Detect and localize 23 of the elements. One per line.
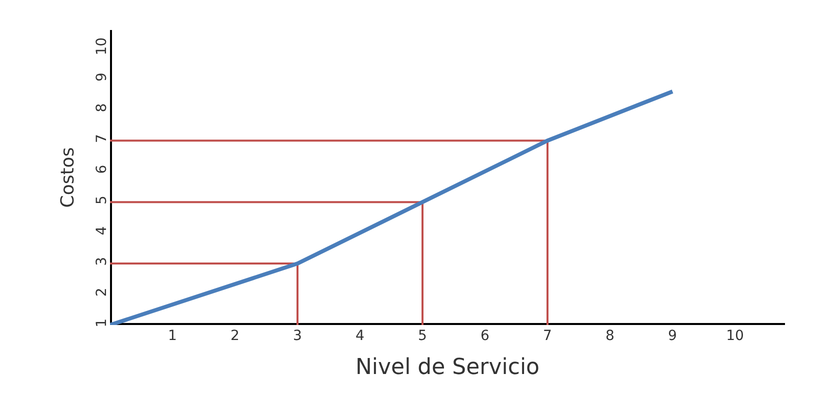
- y-tick-label: 10: [94, 37, 110, 56]
- y-tick-label: 7: [94, 134, 110, 143]
- x-tick-label: 1: [168, 328, 177, 344]
- x-tick-label: 8: [606, 328, 614, 344]
- line-series: [110, 89, 674, 325]
- x-tick-label: 3: [293, 328, 302, 344]
- x-axis-title: Nivel de Servicio: [355, 354, 540, 380]
- x-tick-label: 10: [726, 328, 744, 344]
- y-tick-label: 5: [94, 196, 110, 204]
- y-tick-label: 8: [94, 103, 110, 112]
- x-tick-label: 6: [480, 328, 490, 344]
- y-tick-label: 1: [94, 318, 110, 328]
- y-tick-label: 4: [94, 226, 110, 236]
- x-tick-label: 4: [356, 328, 365, 344]
- x-tick-label: 2: [230, 328, 240, 344]
- y-tick-label: 3: [94, 256, 110, 266]
- x-tick-label: 5: [418, 328, 427, 344]
- x-tick-label: 7: [543, 328, 552, 344]
- y-tick-label: 6: [94, 164, 110, 174]
- y-tick-label: 2: [94, 288, 110, 297]
- x-tick-label: 9: [668, 328, 677, 344]
- y-tick-label: 9: [94, 72, 110, 82]
- y-axis-title: Costos: [57, 147, 78, 208]
